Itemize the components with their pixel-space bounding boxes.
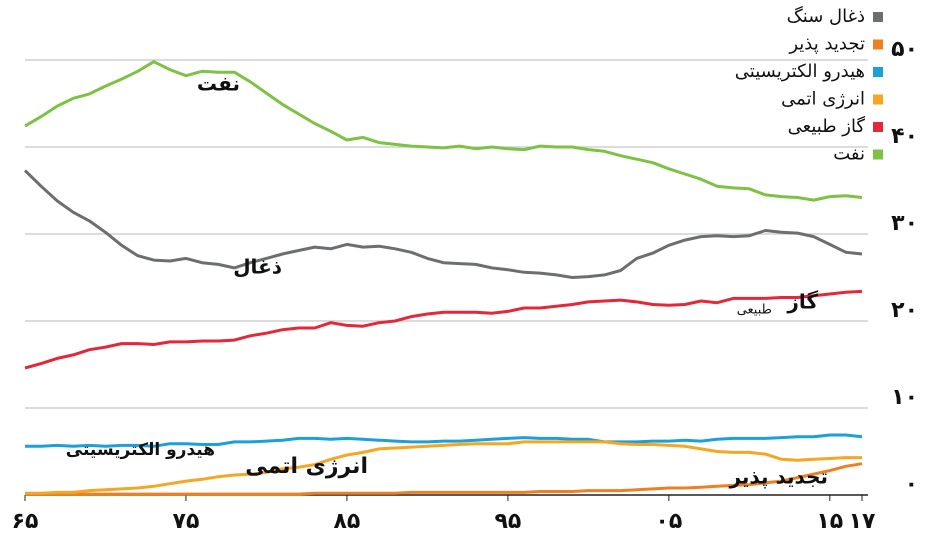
y-tick-label: ۱۰ bbox=[891, 385, 918, 410]
series-line bbox=[25, 433, 863, 448]
x-tick-label: ۸۵ bbox=[333, 509, 360, 534]
x-tick-label: ۹۵ bbox=[494, 509, 521, 534]
legend-swatch bbox=[873, 122, 883, 132]
annotation: تجدید پذیر bbox=[728, 465, 828, 490]
legend-label: ذغال سنگ bbox=[787, 5, 865, 27]
legend-label: گاز طبیعی bbox=[788, 115, 866, 137]
legend-swatch bbox=[873, 12, 883, 22]
legend-label: انرژی اتمی bbox=[781, 89, 865, 110]
legend-swatch bbox=[873, 67, 883, 77]
legend-swatch bbox=[873, 39, 883, 50]
y-tick-label: ۳۰ bbox=[891, 211, 918, 236]
x-tick-label: ۶۵ bbox=[12, 509, 39, 534]
annotation: انرژی اتمی bbox=[245, 454, 368, 479]
series-line bbox=[24, 60, 863, 202]
y-tick-label: ۲۰ bbox=[891, 298, 918, 323]
x-tick-label: ۷۵ bbox=[173, 509, 200, 534]
annotation: طبیعی bbox=[737, 303, 772, 318]
series-line bbox=[25, 462, 863, 496]
x-tick-label: ۱۷ bbox=[849, 509, 876, 534]
legend: ذغال سنگ تجدید پذیر هیدرو الکتریسیتی انرژی … bbox=[735, 5, 883, 165]
series-line bbox=[24, 289, 863, 370]
annotation: هیدرو الکتریسیتی bbox=[66, 440, 215, 460]
annotation: ذغال bbox=[233, 255, 282, 279]
annotation: نفت bbox=[197, 72, 240, 96]
x-tick-label: ۰۵ bbox=[655, 509, 682, 534]
legend-swatch bbox=[873, 149, 883, 160]
legend-label: تجدید پذیر bbox=[788, 34, 865, 55]
legend-label: هیدرو الکتریسیتی bbox=[735, 61, 865, 82]
y-tick-label: ۵۰ bbox=[891, 37, 918, 62]
legend-label: نفت bbox=[833, 144, 865, 165]
series-line bbox=[25, 440, 862, 495]
y-tick-label: ۴۰ bbox=[891, 124, 918, 149]
legend-swatch bbox=[873, 94, 883, 105]
x-tick-label: ۱۵ bbox=[816, 509, 843, 534]
y-tick-label: ۰ bbox=[905, 472, 918, 497]
annotation: گاز bbox=[786, 290, 818, 314]
series-line bbox=[23, 169, 863, 279]
